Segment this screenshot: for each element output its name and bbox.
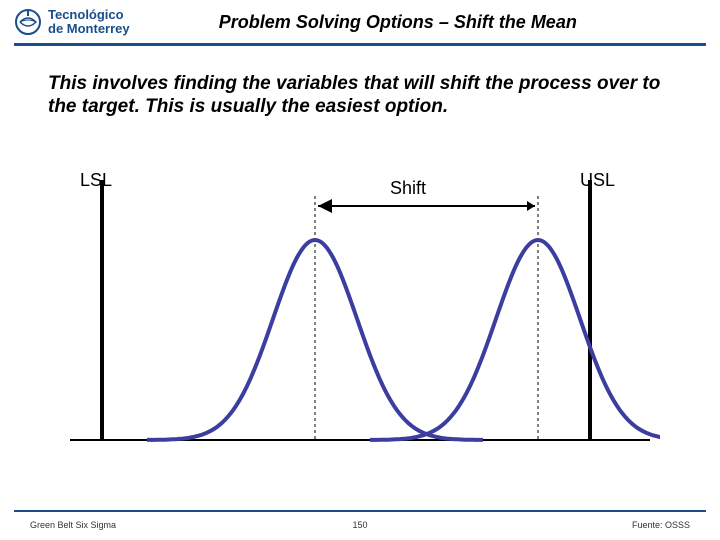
diagram-svg	[60, 170, 660, 470]
header: Tecnológico de Monterrey Problem Solving…	[0, 0, 720, 37]
shift-label: Shift	[390, 178, 426, 199]
shift-mean-diagram: LSL USL Shift	[60, 170, 660, 470]
usl-label: USL	[580, 170, 615, 191]
logo-text: Tecnológico de Monterrey	[48, 8, 130, 37]
logo-line1: Tecnológico	[48, 8, 130, 22]
body-text: This involves finding the variables that…	[0, 46, 720, 120]
logo-icon	[14, 8, 42, 36]
footer-rule	[14, 510, 706, 512]
footer-page: 150	[0, 520, 720, 530]
logo: Tecnológico de Monterrey	[14, 8, 130, 37]
page-title: Problem Solving Options – Shift the Mean	[130, 12, 706, 33]
logo-line2: de Monterrey	[48, 22, 130, 36]
footer-right: Fuente: OSSS	[632, 520, 690, 530]
lsl-label: LSL	[80, 170, 112, 191]
